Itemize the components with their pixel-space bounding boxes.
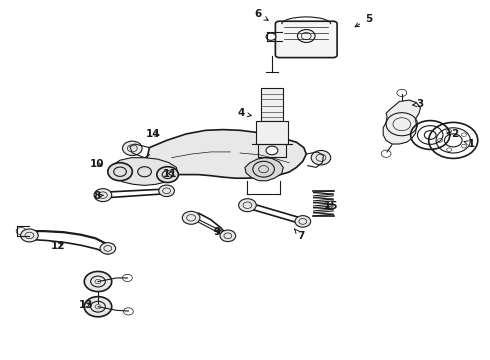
- Text: 2: 2: [447, 129, 458, 139]
- Circle shape: [138, 167, 151, 177]
- Circle shape: [438, 139, 442, 142]
- FancyBboxPatch shape: [275, 21, 337, 58]
- Text: 13: 13: [78, 300, 93, 310]
- Text: 9: 9: [213, 227, 220, 237]
- Polygon shape: [147, 130, 306, 178]
- Circle shape: [447, 129, 452, 133]
- Circle shape: [182, 211, 200, 224]
- Circle shape: [239, 199, 256, 212]
- Polygon shape: [112, 158, 177, 185]
- Circle shape: [462, 144, 466, 148]
- Circle shape: [159, 185, 174, 197]
- Circle shape: [157, 167, 178, 183]
- Circle shape: [100, 243, 116, 254]
- Circle shape: [311, 150, 331, 165]
- Circle shape: [21, 229, 38, 242]
- Circle shape: [108, 163, 132, 181]
- Circle shape: [381, 150, 391, 157]
- Circle shape: [447, 148, 452, 152]
- Circle shape: [295, 216, 311, 227]
- Circle shape: [84, 271, 112, 292]
- Circle shape: [123, 308, 133, 315]
- Circle shape: [94, 189, 112, 202]
- Text: 15: 15: [323, 201, 338, 211]
- Text: 7: 7: [294, 229, 305, 241]
- Circle shape: [462, 133, 466, 136]
- Text: 6: 6: [255, 9, 268, 20]
- Text: 1: 1: [464, 139, 475, 149]
- Text: 14: 14: [146, 129, 160, 139]
- Circle shape: [84, 297, 112, 317]
- Text: 8: 8: [93, 191, 103, 201]
- Text: 5: 5: [355, 14, 372, 27]
- Polygon shape: [245, 158, 283, 181]
- Circle shape: [297, 30, 315, 42]
- Circle shape: [122, 274, 132, 282]
- Circle shape: [122, 141, 142, 156]
- Circle shape: [266, 146, 278, 155]
- Text: 11: 11: [163, 168, 178, 179]
- Polygon shape: [383, 100, 420, 144]
- Circle shape: [220, 230, 236, 242]
- Text: 10: 10: [90, 159, 104, 169]
- Text: 12: 12: [50, 240, 65, 251]
- Circle shape: [397, 89, 407, 96]
- Text: 4: 4: [237, 108, 251, 118]
- Text: 3: 3: [413, 99, 424, 109]
- Circle shape: [16, 228, 26, 235]
- Bar: [261, 88, 283, 121]
- Circle shape: [266, 33, 276, 40]
- Bar: [256, 121, 288, 144]
